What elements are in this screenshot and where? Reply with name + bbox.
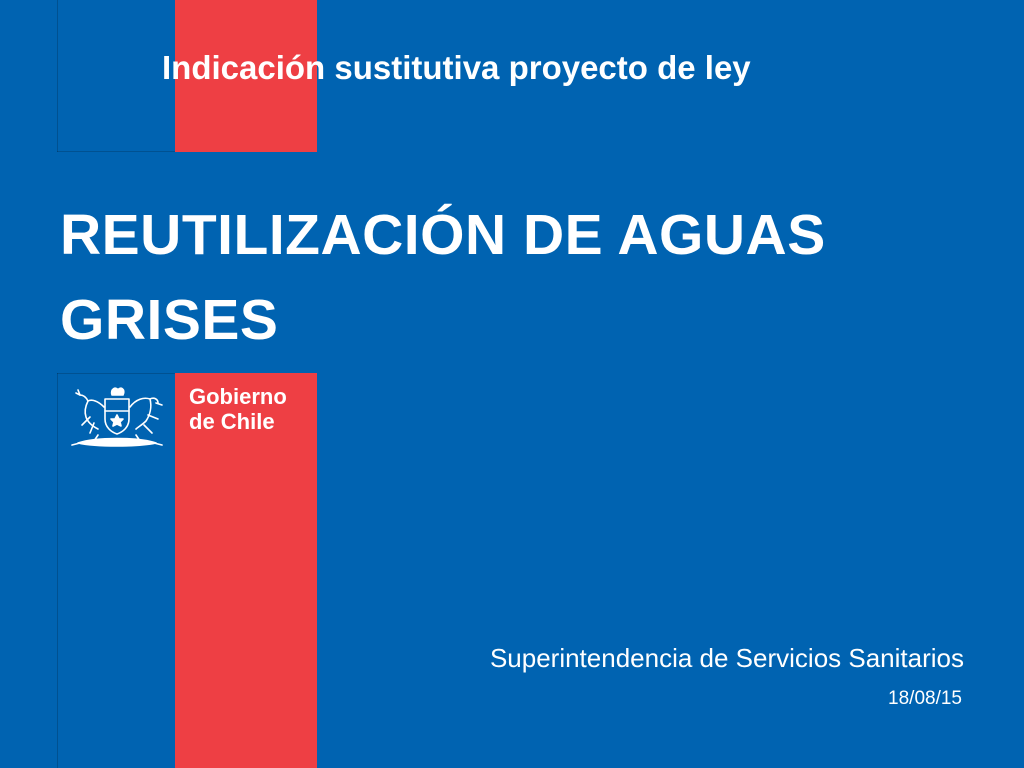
slide-subtitle: Indicación sustitutiva proyecto de ley (162, 49, 751, 86)
logo-line-1: Gobierno (189, 384, 287, 409)
slide-title-line-1: REUTILIZACIÓN DE AGUAS (60, 203, 826, 267)
slide-date: 18/08/15 (888, 688, 962, 709)
organization-name: Superintendencia de Servicios Sanitarios (489, 643, 964, 673)
gobierno-de-chile-logo: Gobierno de Chile (189, 384, 287, 434)
red-band-bottom (175, 373, 317, 768)
logo-frame-top (57, 0, 175, 152)
slide-title: REUTILIZACIÓN DE AGUAS GRISES (60, 193, 960, 363)
logo-line-2: de Chile (189, 409, 275, 434)
coat-of-arms-icon (71, 387, 163, 447)
slide-title-line-2: GRISES (60, 288, 279, 352)
red-band-top (175, 0, 317, 152)
